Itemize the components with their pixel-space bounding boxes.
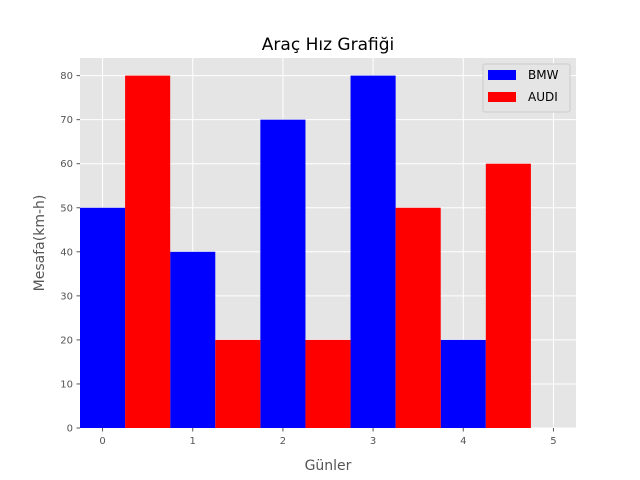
x-tick-label: 3: [370, 436, 376, 447]
legend: BMW AUDI: [482, 63, 571, 113]
bar-bmw: [170, 251, 216, 428]
y-axis-label: Mesafa(km-h): [32, 195, 48, 292]
x-tick-label: 2: [280, 436, 286, 447]
bar-bmw: [260, 119, 306, 429]
x-axis-label: Günler: [305, 458, 352, 474]
y-tick-label: 20: [60, 335, 73, 346]
x-tick-label: 5: [550, 436, 556, 447]
y-axis-ticks: 0 10 20 30 40 50 60 70 80: [60, 71, 80, 435]
x-tick-label: 4: [460, 436, 466, 447]
legend-swatch-audi: [488, 92, 516, 102]
bar-bmw: [350, 75, 396, 428]
bar-audi: [485, 163, 531, 428]
legend-label-audi: AUDI: [528, 90, 558, 104]
bar-audi: [125, 75, 171, 428]
y-tick-label: 40: [60, 247, 73, 258]
bars: [80, 75, 531, 429]
bar-audi: [215, 339, 261, 428]
y-tick-label: 30: [60, 291, 73, 302]
bar-audi: [395, 207, 441, 428]
bar-audi: [305, 339, 351, 428]
x-tick-label: 0: [99, 436, 105, 447]
x-tick-label: 1: [190, 436, 196, 447]
legend-label-bmw: BMW: [528, 68, 559, 82]
y-tick-label: 60: [60, 159, 73, 170]
legend-swatch-bmw: [488, 70, 516, 80]
x-axis-ticks: 0 1 2 3 4 5: [99, 428, 557, 447]
y-tick-label: 0: [67, 424, 73, 435]
y-tick-label: 50: [60, 203, 73, 214]
bar-bmw: [440, 339, 486, 428]
y-tick-label: 70: [60, 115, 73, 126]
chart-title: Araç Hız Grafiği: [262, 35, 394, 55]
y-tick-label: 10: [60, 379, 73, 390]
y-tick-label: 80: [60, 71, 73, 82]
bar-bmw: [80, 207, 126, 428]
